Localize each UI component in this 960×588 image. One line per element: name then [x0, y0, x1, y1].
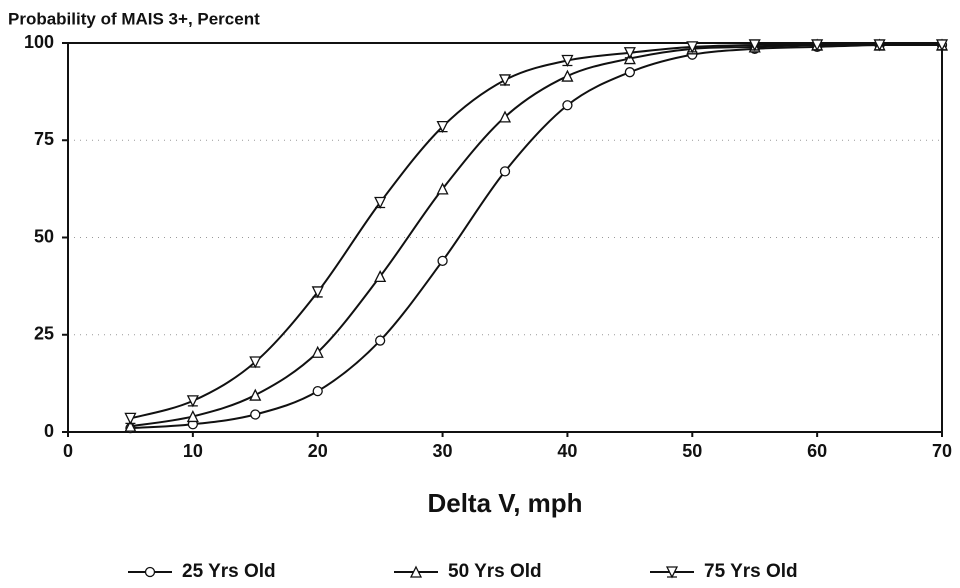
data-point — [436, 120, 449, 134]
data-point — [374, 269, 387, 283]
legend-marker — [409, 565, 423, 578]
x-tick-label: 70 — [932, 441, 952, 461]
data-point — [624, 67, 636, 78]
legend-marker — [144, 566, 156, 578]
data-point — [250, 409, 261, 420]
x-tick-label: 20 — [308, 441, 328, 461]
x-tick-label: 10 — [183, 441, 203, 461]
series-line — [130, 43, 943, 430]
y-tick-label: 50 — [34, 226, 54, 246]
data-point — [561, 69, 574, 82]
series-line — [130, 43, 942, 420]
data-point — [311, 286, 324, 299]
x-tick-label: 0 — [63, 441, 73, 461]
data-point — [249, 388, 262, 401]
data-point — [562, 100, 573, 111]
legend-label: 50 Yrs Old — [448, 561, 542, 582]
x-tick-label: 30 — [433, 441, 453, 461]
plot-frame — [67, 42, 943, 433]
y-tick-label: 75 — [34, 129, 54, 149]
data-point — [437, 255, 448, 266]
legend-marker — [665, 566, 679, 579]
data-point — [374, 196, 387, 209]
data-point — [935, 39, 949, 52]
data-point — [124, 419, 137, 432]
data-point — [873, 39, 886, 52]
chart-title: Probability of MAIS 3+, Percent — [8, 9, 260, 28]
data-point — [561, 54, 574, 67]
legend-label: 25 Yrs Old — [182, 561, 276, 582]
series-line — [130, 43, 942, 428]
legend-label: 75 Yrs Old — [704, 561, 798, 582]
data-point — [623, 47, 636, 60]
data-point — [312, 386, 323, 397]
data-point — [436, 182, 449, 195]
data-point — [811, 39, 824, 52]
y-tick-label: 25 — [34, 324, 54, 344]
data-point — [498, 74, 512, 87]
data-point — [249, 356, 262, 369]
data-point — [498, 110, 512, 123]
data-point — [499, 166, 511, 177]
data-point — [311, 345, 324, 358]
data-point — [686, 41, 699, 54]
data-point — [186, 395, 199, 408]
x-tick-label: 50 — [682, 441, 702, 461]
x-axis-label: Delta V, mph — [427, 488, 582, 518]
data-point — [374, 335, 386, 346]
data-point — [186, 409, 199, 423]
y-tick-label: 0 — [44, 421, 54, 441]
data-point — [748, 39, 761, 52]
x-tick-label: 60 — [807, 441, 827, 461]
x-tick-label: 40 — [557, 441, 577, 461]
y-tick-label: 100 — [24, 32, 54, 52]
data-point — [124, 412, 137, 425]
